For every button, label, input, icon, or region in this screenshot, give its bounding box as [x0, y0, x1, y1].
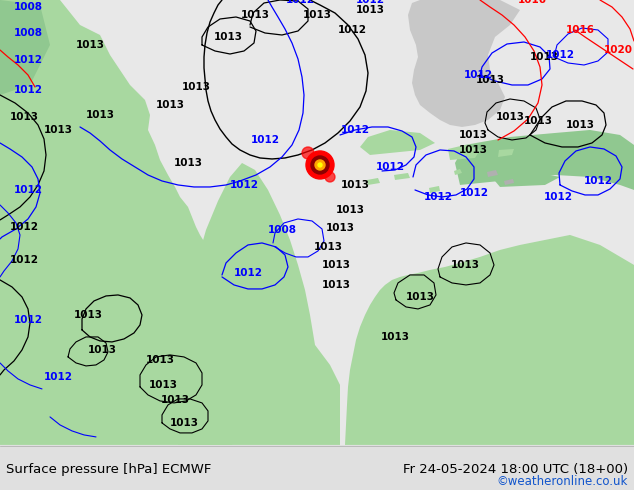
Polygon shape	[487, 170, 498, 177]
Text: 1012: 1012	[230, 180, 259, 190]
Polygon shape	[408, 0, 520, 127]
Text: 1013: 1013	[181, 82, 210, 92]
Polygon shape	[345, 235, 634, 445]
Polygon shape	[394, 173, 410, 180]
Text: 1012: 1012	[10, 255, 39, 265]
Text: 1013: 1013	[169, 418, 198, 428]
Text: 1013: 1013	[321, 260, 351, 270]
Text: 1012: 1012	[356, 0, 384, 5]
Text: 1013: 1013	[380, 332, 410, 342]
Text: 1013: 1013	[160, 395, 190, 405]
Circle shape	[318, 163, 322, 167]
Text: Fr 24-05-2024 18:00 UTC (18+00): Fr 24-05-2024 18:00 UTC (18+00)	[403, 463, 628, 476]
Text: 1012: 1012	[10, 222, 39, 232]
Polygon shape	[0, 0, 245, 445]
Text: 1013: 1013	[155, 100, 184, 110]
Polygon shape	[455, 130, 634, 190]
Polygon shape	[0, 0, 50, 95]
Text: 1013: 1013	[524, 116, 552, 126]
Polygon shape	[178, 163, 340, 445]
Polygon shape	[0, 0, 50, 145]
Polygon shape	[490, 173, 560, 187]
Text: 1012: 1012	[375, 162, 404, 172]
Text: 1013: 1013	[325, 223, 354, 233]
Polygon shape	[504, 179, 514, 185]
Text: 1013: 1013	[476, 75, 505, 85]
Text: 1013: 1013	[321, 280, 351, 290]
Circle shape	[302, 147, 314, 159]
Text: 1013: 1013	[529, 52, 559, 62]
Text: 1012: 1012	[460, 188, 489, 198]
Polygon shape	[454, 169, 462, 175]
Text: 1013: 1013	[174, 158, 202, 168]
Text: 1012: 1012	[424, 192, 453, 202]
Text: Surface pressure [hPa] ECMWF: Surface pressure [hPa] ECMWF	[6, 463, 212, 476]
Text: 1013: 1013	[214, 32, 242, 42]
Text: 1013: 1013	[496, 112, 524, 122]
Text: 1020: 1020	[604, 45, 633, 55]
Text: 1008: 1008	[268, 225, 297, 235]
Text: 1013: 1013	[313, 242, 342, 252]
Polygon shape	[429, 186, 440, 193]
Text: 1013: 1013	[240, 10, 269, 20]
Text: 1012: 1012	[44, 372, 72, 382]
Text: ©weatheronline.co.uk: ©weatheronline.co.uk	[496, 475, 628, 488]
Text: 1012: 1012	[250, 135, 280, 145]
Text: 1013: 1013	[87, 345, 117, 355]
Text: 1012: 1012	[545, 50, 574, 60]
Text: 1016: 1016	[566, 25, 595, 35]
Text: 1013: 1013	[356, 5, 384, 15]
Polygon shape	[367, 178, 380, 185]
Polygon shape	[360, 130, 435, 155]
Text: 1013: 1013	[458, 130, 488, 140]
Text: 1013: 1013	[10, 112, 39, 122]
Text: 1013: 1013	[451, 260, 479, 270]
Text: 1013: 1013	[86, 110, 115, 120]
Text: 1008: 1008	[13, 28, 42, 38]
Text: 1013: 1013	[75, 40, 105, 50]
Text: 1008: 1008	[13, 2, 42, 12]
Text: 1016: 1016	[517, 0, 547, 5]
Text: 1013: 1013	[458, 145, 488, 155]
Text: 1012: 1012	[13, 185, 42, 195]
Text: 1012: 1012	[13, 85, 42, 95]
Text: 1012: 1012	[285, 0, 314, 5]
Text: 1013: 1013	[145, 355, 174, 365]
Text: 1012: 1012	[340, 125, 370, 135]
Text: 1013: 1013	[566, 120, 595, 130]
Text: 1013: 1013	[44, 125, 72, 135]
Text: 1012: 1012	[13, 55, 42, 65]
Text: 1013: 1013	[302, 10, 332, 20]
Circle shape	[315, 160, 325, 170]
Text: 1013: 1013	[340, 180, 370, 190]
Polygon shape	[0, 0, 634, 445]
Text: 1012: 1012	[337, 25, 366, 35]
Text: 1013: 1013	[335, 205, 365, 215]
Text: 1012: 1012	[583, 176, 612, 186]
Text: 1012: 1012	[463, 70, 493, 80]
Text: 1012: 1012	[13, 315, 42, 325]
Circle shape	[306, 151, 334, 179]
Text: 1012: 1012	[543, 192, 573, 202]
Circle shape	[325, 172, 335, 182]
Text: 1013: 1013	[148, 380, 178, 390]
Text: 1012: 1012	[233, 268, 262, 278]
Text: 1013: 1013	[74, 310, 103, 320]
Polygon shape	[448, 145, 480, 160]
Circle shape	[311, 156, 329, 174]
Text: 1013: 1013	[406, 292, 434, 302]
Polygon shape	[498, 149, 514, 157]
